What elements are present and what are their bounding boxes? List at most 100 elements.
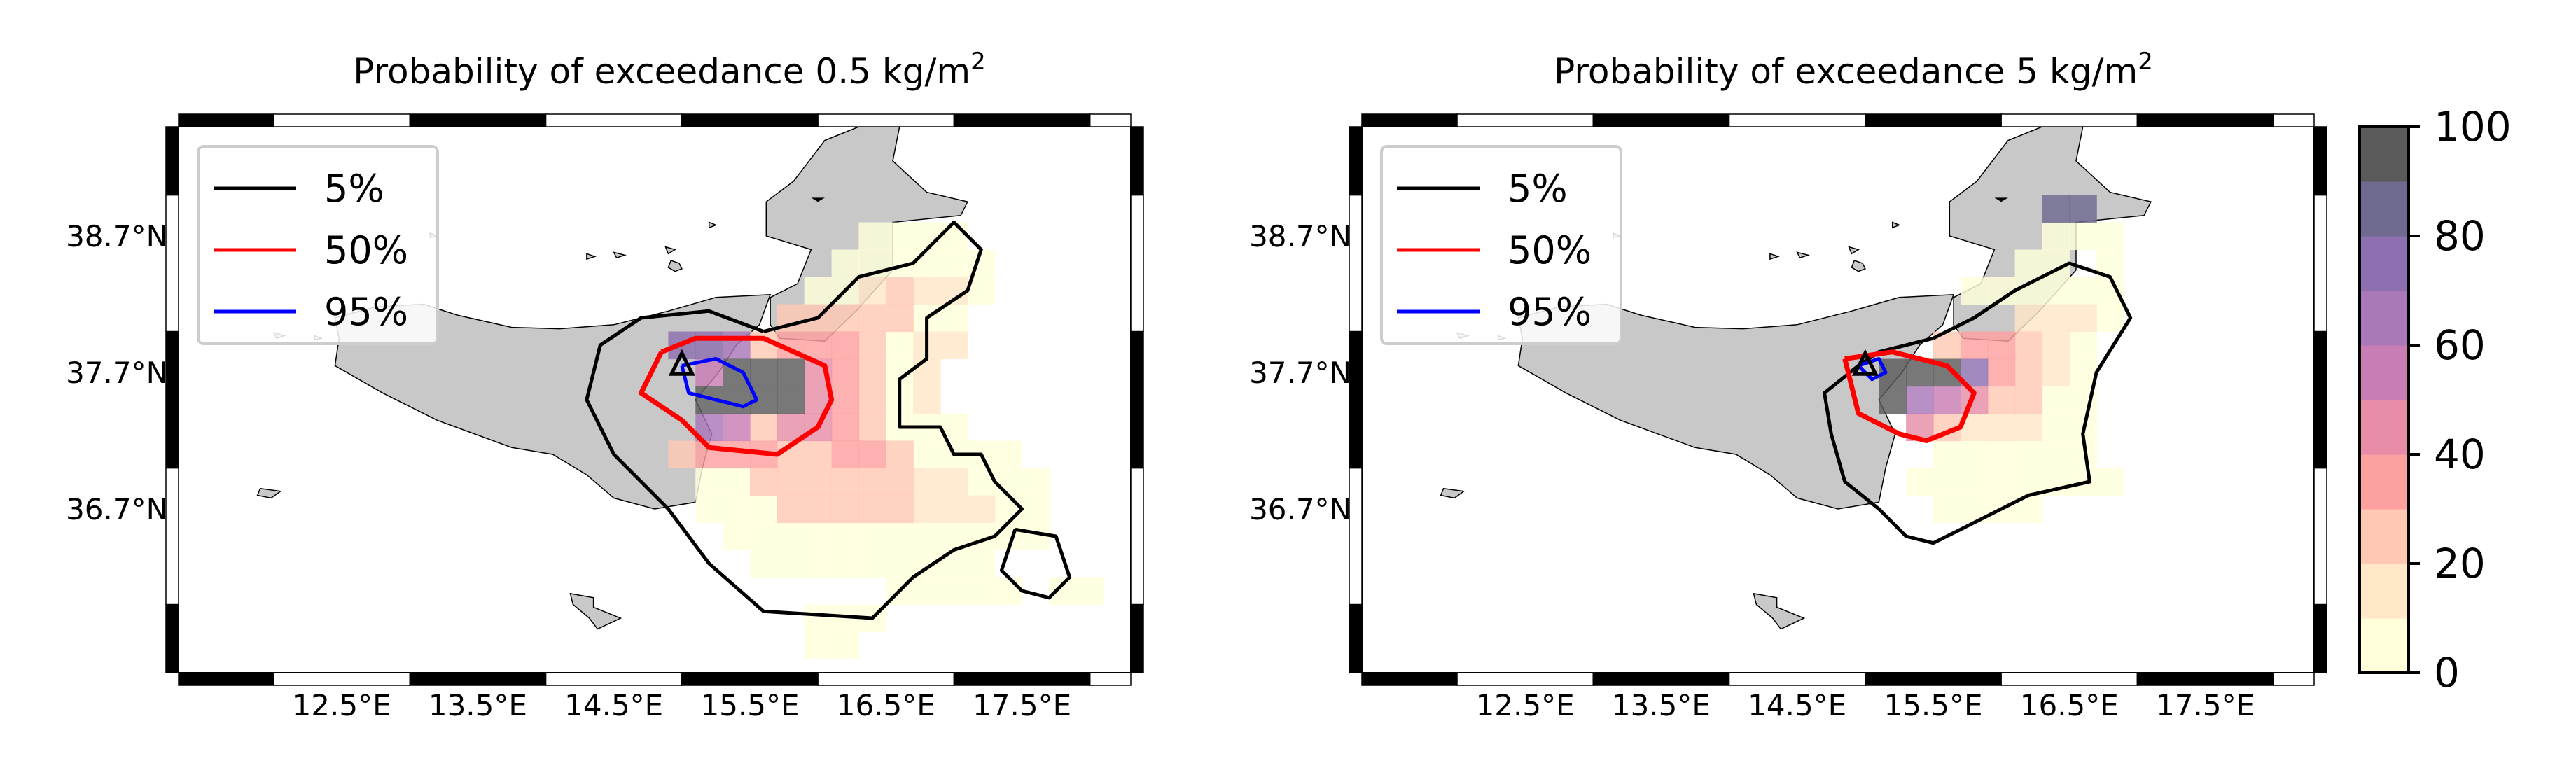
frame-band	[1130, 126, 1144, 196]
probability-cell	[723, 331, 751, 360]
x-tick-label: 15.5°E	[1884, 688, 1982, 722]
legend-label: 5%	[324, 167, 384, 211]
frame-band	[2272, 113, 2315, 127]
frame-band	[1130, 467, 1144, 606]
probability-cell	[1987, 413, 2016, 442]
probability-cell	[1933, 440, 1961, 469]
island-land	[1753, 592, 1806, 630]
probability-cell	[886, 495, 914, 524]
probability-cell	[940, 331, 968, 360]
frame-band	[1349, 194, 1363, 333]
probability-cell	[777, 468, 805, 496]
contour-95-percent	[680, 357, 759, 409]
probability-cell	[1906, 468, 1934, 496]
probability-cell	[2042, 195, 2070, 223]
probability-cell	[2042, 358, 2070, 387]
probability-cell	[831, 249, 860, 278]
frame-band	[273, 113, 411, 127]
legend-label: 50%	[324, 228, 408, 272]
probability-cell	[831, 468, 860, 496]
probability-cell	[2014, 468, 2043, 496]
island-land	[1851, 260, 1866, 272]
probability-cell	[1987, 331, 2016, 360]
frame-band	[178, 672, 274, 686]
probability-cell	[1960, 277, 1989, 305]
probability-cell	[2014, 440, 2043, 469]
panel-title: Probability of exceedance 0.5 kg/m2	[353, 48, 985, 92]
probability-cell	[2069, 277, 2097, 305]
probability-cell	[886, 222, 914, 251]
probability-cell	[913, 577, 941, 606]
colorbar-tick-label: 60	[2434, 321, 2486, 369]
volcano-vent-marker	[668, 349, 695, 376]
y-tick-labels: 38.7°N 37.7°N 36.7°N	[1249, 219, 1351, 526]
frame-band	[1728, 672, 1866, 686]
volcano-vent-marker	[1851, 349, 1879, 376]
probability-cell	[777, 522, 805, 551]
probability-cell	[2069, 331, 2097, 360]
frame-band	[953, 672, 1091, 686]
probability-cell	[858, 550, 886, 578]
legend: 5% 50% 95%	[197, 145, 439, 345]
probability-cell	[1987, 358, 2016, 387]
probability-cell	[695, 331, 723, 360]
probability-cell	[994, 495, 1023, 524]
probability-cell	[913, 277, 941, 305]
probability-cell	[940, 249, 968, 278]
probability-cell	[886, 550, 914, 578]
colorbar-segment	[2360, 564, 2409, 619]
probability-cell	[831, 358, 860, 387]
probability-cell	[1022, 495, 1050, 524]
frame-band	[165, 467, 179, 606]
frame-band	[1130, 603, 1144, 673]
probability-cell	[831, 522, 860, 551]
colorbar-tick-label: 80	[2434, 212, 2486, 260]
island-land	[613, 251, 627, 259]
frame-band	[1349, 467, 1363, 606]
probability-cell	[1933, 468, 1961, 496]
probability-cell	[750, 522, 778, 551]
frame-band	[2272, 672, 2315, 686]
probability-cell	[858, 468, 886, 496]
probability-cell	[2042, 277, 2070, 305]
probability-cell	[2042, 440, 2070, 469]
probability-cell	[1987, 468, 2016, 496]
coast-detail	[811, 197, 825, 202]
frame-band	[1089, 113, 1132, 127]
frame-band	[2313, 467, 2327, 606]
colorbar-segment	[2360, 345, 2409, 400]
frame-band	[1865, 672, 2002, 686]
y-tick-labels: 38.7°N 37.7°N 36.7°N	[66, 219, 168, 526]
probability-cell	[913, 386, 941, 414]
colorbar-segment	[2360, 127, 2409, 182]
probability-cell	[858, 413, 886, 442]
probability-cell	[723, 386, 751, 414]
frame-band	[409, 113, 547, 127]
y-tick-label: 38.7°N	[66, 219, 168, 253]
frame-band	[545, 672, 683, 686]
probability-cell	[723, 522, 751, 551]
y-tick-label: 38.7°N	[1249, 219, 1351, 253]
island-land	[1769, 253, 1780, 260]
probability-cell	[858, 386, 886, 414]
island-land	[1891, 221, 1901, 229]
coast-detail	[1994, 197, 2008, 202]
probability-cell	[831, 304, 860, 333]
island-land	[1440, 487, 1465, 499]
probability-cell	[994, 577, 1023, 606]
legend-box	[1380, 145, 1622, 345]
probability-cell	[723, 495, 751, 524]
colorbar-tick-label: 100	[2434, 103, 2512, 151]
probability-cell	[2096, 222, 2124, 251]
legend-label: 5%	[1508, 167, 1568, 211]
frame-band	[1361, 672, 1458, 686]
legend: 5% 50% 95%	[1380, 145, 1622, 345]
map-area	[1362, 127, 2314, 673]
frame-band	[165, 603, 179, 673]
frame-band	[1130, 330, 1144, 469]
frame-band	[1728, 113, 1866, 127]
probability-cells	[1879, 195, 2124, 524]
frame-band	[2313, 330, 2327, 469]
probability-cell	[913, 249, 941, 278]
colorbar-segment	[2360, 400, 2409, 455]
